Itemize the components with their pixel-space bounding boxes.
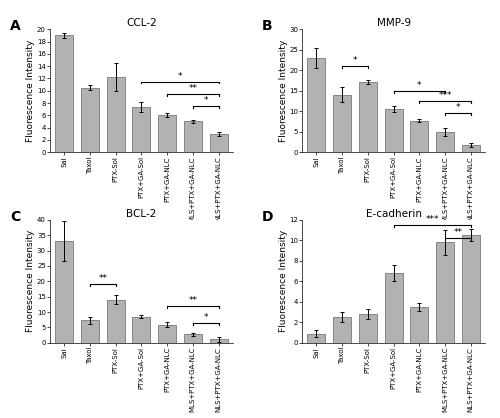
Bar xyxy=(333,95,351,152)
Text: *: * xyxy=(417,81,422,90)
Text: **: ** xyxy=(98,274,108,283)
Bar xyxy=(81,320,99,343)
Bar xyxy=(308,58,326,152)
Text: ***: *** xyxy=(438,91,452,100)
Bar xyxy=(436,242,454,343)
Bar xyxy=(333,317,351,343)
Bar xyxy=(210,339,228,343)
Bar xyxy=(384,273,402,343)
Bar xyxy=(462,235,480,343)
Bar xyxy=(410,307,428,343)
Bar xyxy=(184,122,202,152)
Bar xyxy=(106,300,124,343)
Text: *: * xyxy=(204,313,208,322)
Text: **: ** xyxy=(454,228,462,237)
Title: E-cadherin: E-cadherin xyxy=(366,209,422,219)
Bar xyxy=(410,121,428,152)
Text: *** P <0.001, ** P <0.01, * P <0.05: *** P <0.001, ** P <0.01, * P <0.05 xyxy=(302,228,421,234)
Title: MMP-9: MMP-9 xyxy=(376,18,410,28)
Bar xyxy=(436,132,454,152)
Bar xyxy=(184,334,202,343)
Bar xyxy=(158,325,176,343)
Text: ***: *** xyxy=(426,215,439,224)
Text: **: ** xyxy=(188,296,198,305)
Bar xyxy=(106,77,124,152)
Bar xyxy=(132,107,150,152)
Bar xyxy=(132,317,150,343)
Bar xyxy=(55,36,73,152)
Text: *: * xyxy=(456,103,460,112)
Bar xyxy=(308,334,326,343)
Title: CCL-2: CCL-2 xyxy=(126,18,157,28)
Text: *: * xyxy=(178,71,182,81)
Bar xyxy=(462,145,480,152)
Y-axis label: Fluorescence Intensity: Fluorescence Intensity xyxy=(26,230,36,332)
Bar xyxy=(81,88,99,152)
Bar xyxy=(384,109,402,152)
Text: C: C xyxy=(10,210,20,224)
Y-axis label: Fluorescence Intensity: Fluorescence Intensity xyxy=(26,40,36,142)
Text: **: ** xyxy=(188,84,198,93)
Bar xyxy=(210,134,228,152)
Title: BCL-2: BCL-2 xyxy=(126,209,156,219)
Bar xyxy=(359,82,377,152)
Bar xyxy=(55,241,73,343)
Text: *** P <0.001, ** P <0.01, * P <0.05: *** P <0.001, ** P <0.01, * P <0.05 xyxy=(50,228,169,234)
Text: *: * xyxy=(352,56,357,65)
Text: B: B xyxy=(262,19,272,33)
Bar xyxy=(158,115,176,152)
Bar xyxy=(359,314,377,343)
Text: A: A xyxy=(10,19,20,33)
Text: D: D xyxy=(262,210,274,224)
Y-axis label: Fluorescence Intensity: Fluorescence Intensity xyxy=(278,230,287,332)
Y-axis label: Fluorescence Intensity: Fluorescence Intensity xyxy=(278,40,287,142)
Text: *: * xyxy=(204,96,208,105)
